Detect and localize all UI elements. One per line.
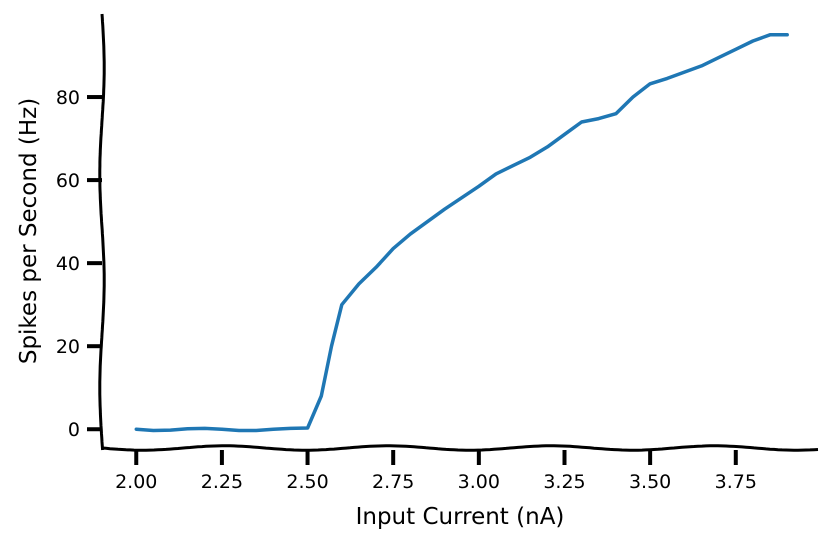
x-tick-label: 2.00: [115, 471, 157, 493]
x-tick-label: 2.75: [372, 471, 414, 493]
x-tick-label: 3.75: [715, 471, 757, 493]
x-tick-label: 2.25: [201, 471, 243, 493]
x-axis-ticks: 2.00 2.25 2.50 2.75 3.00 3.25 3.50 3.75: [115, 450, 757, 493]
y-axis-ticks: 0 20 40 60 80: [56, 87, 102, 441]
y-tick-label: 60: [56, 170, 80, 192]
y-tick-label: 40: [56, 253, 80, 275]
x-tick-label: 3.50: [629, 471, 671, 493]
x-tick-label: 2.50: [286, 471, 328, 493]
y-tick-label: 20: [56, 336, 80, 358]
x-tick-label: 3.00: [458, 471, 500, 493]
x-axis-line: [101, 444, 819, 452]
y-tick-label: 0: [68, 419, 80, 441]
y-axis-label: Spikes per Second (Hz): [16, 98, 42, 364]
series-line: [134, 33, 789, 433]
x-axis-label: Input Current (nA): [356, 504, 565, 530]
y-axis-line: [98, 13, 106, 451]
x-tick-label: 3.25: [543, 471, 585, 493]
y-tick-label: 80: [56, 87, 80, 109]
